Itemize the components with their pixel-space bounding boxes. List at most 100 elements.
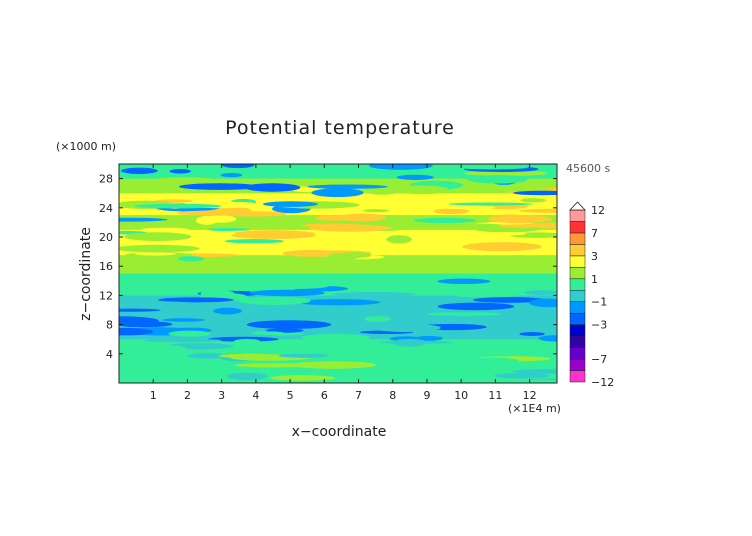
heatmap-cell <box>395 347 464 352</box>
x-unit-label: (×1E4 m) <box>508 402 561 415</box>
heatmap-cell <box>119 244 200 253</box>
heatmap-cell <box>519 332 545 336</box>
heatmap-cell <box>195 215 218 225</box>
heatmap-cell <box>251 331 285 335</box>
heatmap-cell <box>124 232 192 241</box>
heatmap-cell <box>467 174 528 184</box>
heatmap-cell <box>413 217 476 224</box>
heatmap-cell <box>143 338 222 343</box>
heatmap-cell <box>448 202 533 206</box>
heatmap-cell <box>238 296 311 305</box>
x-tick-label: 11 <box>488 389 502 402</box>
heatmap-cell <box>394 185 449 195</box>
colorbar-segment <box>569 232 586 245</box>
x-tick-label: 12 <box>523 389 537 402</box>
heatmap-cell <box>138 344 187 353</box>
x-tick-label: 10 <box>454 389 468 402</box>
heatmap-cell <box>220 172 243 178</box>
y-tick-label: 4 <box>106 348 113 361</box>
heatmap-cell <box>141 227 189 231</box>
x-tick-label: 6 <box>321 389 328 402</box>
colorbar-segment <box>569 301 586 314</box>
heatmap-cell <box>414 335 444 341</box>
colorbar-tick-label: −7 <box>591 353 607 366</box>
heatmap-cell <box>226 372 268 380</box>
heatmap-cell <box>519 208 557 213</box>
colorbar-segment <box>569 347 586 360</box>
heatmap-cell <box>340 252 372 259</box>
heatmap-cell <box>512 369 557 374</box>
colorbar-tick-label: −3 <box>591 319 607 332</box>
heatmap-cell <box>119 217 168 222</box>
heatmap-cell <box>133 203 222 209</box>
heatmap-cell <box>311 188 364 198</box>
colorbar-segment <box>569 209 586 222</box>
heatmap-cell <box>437 302 515 311</box>
colorbar-segment <box>569 278 586 291</box>
heatmap-band <box>119 273 557 296</box>
heatmap-cell <box>119 308 161 312</box>
heatmap-cell <box>187 353 230 359</box>
time-label: 45600 s <box>566 162 610 175</box>
colorbar: 12 7 3 1 −1 −3 −7 −12 <box>569 201 614 389</box>
heatmap-cell <box>473 297 546 303</box>
heatmap-cell <box>282 249 342 257</box>
heatmap-cell <box>161 318 205 322</box>
y-tick-label: 12 <box>99 289 113 302</box>
heatmap-cell <box>379 340 452 344</box>
colorbar-tick-label: −12 <box>591 376 614 389</box>
heatmap-cell <box>246 320 332 329</box>
y-tick-label: 20 <box>99 231 113 244</box>
heatmap-cell <box>437 278 491 285</box>
heatmap-cell <box>434 205 496 210</box>
colorbar-tick-label: 7 <box>591 227 598 240</box>
colorbar-segment <box>569 244 586 257</box>
heatmap-cell <box>224 239 285 244</box>
heatmap-cell <box>386 235 412 244</box>
heatmap-cell <box>162 379 185 383</box>
heatmap-cell <box>213 307 242 315</box>
heatmap-cell <box>249 289 325 297</box>
heatmap-cell <box>529 298 557 308</box>
x-tick-label: 3 <box>218 389 225 402</box>
heatmap-field <box>119 164 557 383</box>
colorbar-segment <box>569 255 586 268</box>
x-tick-label: 9 <box>423 389 430 402</box>
colorbar-tick-label: −1 <box>591 296 607 309</box>
heatmap-cell <box>156 177 213 182</box>
heatmap-cell <box>306 184 388 189</box>
heatmap-cell <box>489 232 527 236</box>
x-tick-label: 1 <box>150 389 157 402</box>
heatmap-cell <box>524 290 557 295</box>
colorbar-tick-label: 3 <box>591 250 598 263</box>
y-axis: 4 8 12 16 20 24 28 <box>99 173 557 361</box>
x-tick-label: 8 <box>389 389 396 402</box>
heatmap-cell <box>178 183 261 190</box>
heatmap-cell <box>494 214 527 221</box>
colorbar-segment <box>569 335 586 348</box>
heatmap-cell <box>368 235 458 242</box>
heatmap-cell <box>178 256 205 262</box>
y-axis-label: z−coordinate <box>78 227 94 321</box>
colorbar-segment <box>569 358 586 371</box>
heatmap-cell <box>332 291 416 297</box>
heatmap-cell <box>155 375 223 379</box>
heatmap-cell <box>168 330 212 337</box>
heatmap-cell <box>513 190 557 196</box>
heatmap-cell <box>301 333 371 342</box>
colorbar-tick-label: 1 <box>591 273 598 286</box>
heatmap-cell <box>218 353 274 359</box>
heatmap-cell <box>370 323 441 332</box>
y-tick-label: 24 <box>99 202 113 215</box>
heatmap-band <box>119 255 557 274</box>
heatmap-cell <box>454 293 516 298</box>
heatmap-cell <box>300 223 365 228</box>
heatmap-cell <box>119 316 159 326</box>
heatmap-cell <box>339 213 387 222</box>
heatmap-cell <box>157 297 234 303</box>
colorbar-segment <box>569 370 586 383</box>
heatmap-cell <box>520 198 547 203</box>
heatmap-cell <box>433 208 470 215</box>
